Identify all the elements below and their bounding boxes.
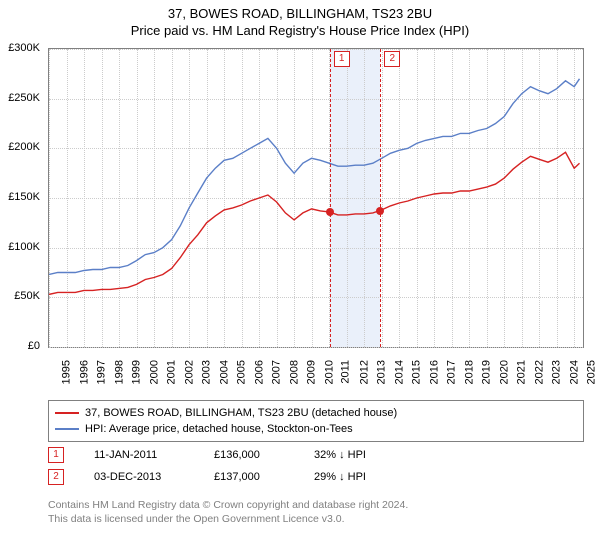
x-tick-label: 2024 (568, 360, 580, 384)
y-tick-label: £200K (8, 141, 40, 153)
legend-label: HPI: Average price, detached house, Stoc… (85, 421, 353, 437)
sale-marker-label: 1 (334, 51, 350, 67)
x-tick-label: 2018 (463, 360, 475, 384)
x-tick-label: 2019 (481, 360, 493, 384)
footer-note: Contains HM Land Registry data © Crown c… (48, 498, 584, 526)
sales-date: 03-DEC-2013 (94, 471, 214, 483)
sale-dot (326, 208, 334, 216)
x-tick-label: 2022 (533, 360, 545, 384)
x-tick-label: 1998 (113, 360, 125, 384)
x-tick-label: 2023 (551, 360, 563, 384)
legend-row: 37, BOWES ROAD, BILLINGHAM, TS23 2BU (de… (55, 405, 577, 421)
series-property (49, 152, 580, 294)
x-axis-labels: 1995 1996 1997 1998 1999 2000 2001 2002 2003 2004… (48, 350, 584, 400)
page-title: 37, BOWES ROAD, BILLINGHAM, TS23 2BU (0, 0, 600, 21)
gridline-h (49, 347, 583, 348)
sales-date: 11-JAN-2011 (94, 449, 214, 461)
y-tick-label: £250K (8, 92, 40, 104)
footer-line-1: Contains HM Land Registry data © Crown c… (48, 498, 584, 512)
x-tick-label: 2021 (516, 360, 528, 384)
legend-swatch (55, 412, 79, 414)
x-tick-label: 2025 (586, 360, 598, 384)
x-tick-label: 2013 (376, 360, 388, 384)
x-tick-label: 1999 (131, 360, 143, 384)
sale-marker-label: 2 (384, 51, 400, 67)
sales-table: 1 11-JAN-2011£136,00032% ↓ HPI 2 03-DEC-201… (48, 444, 584, 488)
legend-label: 37, BOWES ROAD, BILLINGHAM, TS23 2BU (de… (85, 405, 397, 421)
sales-price: £137,000 (214, 471, 314, 483)
y-axis-labels: £0£50K£100K£150K£200K£250K£300K (0, 48, 44, 348)
sale-marker-line (380, 49, 381, 347)
x-tick-label: 2003 (201, 360, 213, 384)
sales-row: 2 03-DEC-2013£137,00029% ↓ HPI (48, 466, 584, 488)
x-tick-label: 2000 (148, 360, 160, 384)
x-tick-label: 2006 (253, 360, 265, 384)
x-tick-label: 1995 (60, 360, 72, 384)
sales-pct: 32% ↓ HPI (314, 449, 434, 461)
x-tick-label: 2015 (411, 360, 423, 384)
x-tick-label: 2020 (498, 360, 510, 384)
sales-marker-box: 1 (48, 447, 64, 463)
x-tick-label: 2016 (428, 360, 440, 384)
page-subtitle: Price paid vs. HM Land Registry's House … (0, 21, 600, 38)
y-tick-label: £50K (14, 290, 40, 302)
x-tick-label: 2011 (340, 360, 352, 384)
x-tick-label: 2017 (446, 360, 458, 384)
x-tick-label: 2007 (271, 360, 283, 384)
sales-row: 1 11-JAN-2011£136,00032% ↓ HPI (48, 444, 584, 466)
x-tick-label: 2002 (183, 360, 195, 384)
sale-dot (376, 207, 384, 215)
footer-line-2: This data is licensed under the Open Gov… (48, 512, 584, 526)
sale-marker-line (330, 49, 331, 347)
x-tick-label: 2014 (393, 360, 405, 384)
legend-box: 37, BOWES ROAD, BILLINGHAM, TS23 2BU (de… (48, 400, 584, 442)
x-tick-label: 2004 (218, 360, 230, 384)
y-tick-label: £0 (28, 340, 40, 352)
y-tick-label: £100K (8, 241, 40, 253)
x-tick-label: 2012 (358, 360, 370, 384)
sales-marker-box: 2 (48, 469, 64, 485)
sales-price: £136,000 (214, 449, 314, 461)
series-hpi (49, 79, 580, 275)
x-tick-label: 1997 (96, 360, 108, 384)
x-tick-label: 2005 (236, 360, 248, 384)
chart-lines (49, 49, 583, 347)
x-tick-label: 1996 (78, 360, 90, 384)
x-tick-label: 2001 (166, 360, 178, 384)
y-tick-label: £150K (8, 191, 40, 203)
sales-pct: 29% ↓ HPI (314, 471, 434, 483)
x-tick-label: 2008 (288, 360, 300, 384)
x-tick-label: 2010 (323, 360, 335, 384)
legend-row: HPI: Average price, detached house, Stoc… (55, 421, 577, 437)
x-tick-label: 2009 (306, 360, 318, 384)
y-tick-label: £300K (8, 42, 40, 54)
chart-plot-area: 12 (48, 48, 584, 348)
legend-swatch (55, 428, 79, 430)
